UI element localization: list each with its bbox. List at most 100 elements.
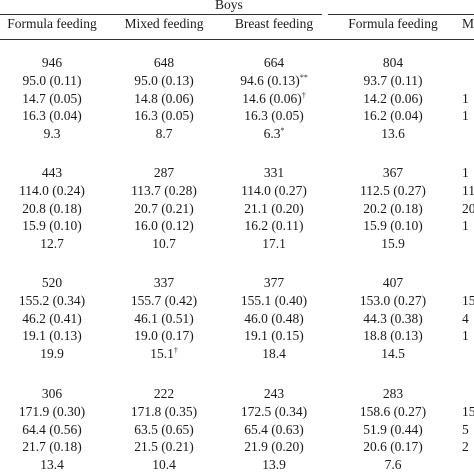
table-cell: 21.7 (0.18) <box>0 439 112 455</box>
table-cell: 337 <box>104 275 224 291</box>
cell-value: 283 <box>382 386 404 401</box>
table-cell: 18.4 <box>214 346 334 362</box>
cell-value: 14.8 (0.06) <box>134 90 194 106</box>
cell-value: 44.3 (0.38) <box>363 310 423 326</box>
column-header-4: Mi <box>462 16 474 31</box>
table-cell: 287 <box>104 165 224 181</box>
cell-value: 804 <box>382 55 404 70</box>
table-cell: 19.1 (0.13) <box>0 328 112 344</box>
table-cell: 20.8 (0.18) <box>0 201 112 217</box>
cell-value: 8.7 <box>155 126 173 142</box>
table-cell: 21.1 (0.20) <box>214 201 334 217</box>
table-cell: 15.9 <box>333 236 453 252</box>
cell-value: 16.3 (0.05) <box>134 108 194 124</box>
cell-value: 15.9 <box>381 236 405 252</box>
table-cell: 9.3 <box>0 126 112 142</box>
table-cell: 283 <box>333 386 453 402</box>
cell-value: 20.6 (0.17) <box>363 439 423 455</box>
cell-value: 21.9 (0.20) <box>244 439 304 455</box>
table-cell: 1 <box>462 218 469 234</box>
cell-value: 1 <box>462 218 469 234</box>
cell-value: 4 <box>462 310 469 326</box>
table-cell: 7.6 <box>333 457 453 473</box>
significance-mark: † <box>173 346 178 356</box>
table-cell: 1 <box>462 91 469 107</box>
table-cell: 804 <box>333 55 453 71</box>
table-cell: 46.2 (0.41) <box>0 311 112 327</box>
cell-value: 12.7 <box>40 236 64 252</box>
table-cell: 44.3 (0.38) <box>333 311 453 327</box>
cell-value: 95.0 (0.11) <box>22 72 82 88</box>
cell-value: 46.2 (0.41) <box>22 310 82 326</box>
cell-value: 1 <box>462 90 469 106</box>
table-cell: 10.7 <box>104 236 224 252</box>
cell-value: 155.1 (0.40) <box>240 292 308 308</box>
table-cell: 1 <box>462 165 469 181</box>
table-cell: 664 <box>214 55 334 71</box>
table-cell: 20 <box>462 201 474 217</box>
table-cell: 46.0 (0.48) <box>214 311 334 327</box>
table-cell: 65.4 (0.63) <box>214 422 334 438</box>
cell-value: 95.0 (0.13) <box>134 72 194 88</box>
cell-value: 287 <box>153 165 175 180</box>
cell-value: 407 <box>382 275 404 290</box>
table-cell: 19.0 (0.17) <box>104 328 224 344</box>
cell-value: 63.5 (0.65) <box>134 421 194 437</box>
cell-value: 18.8 (0.13) <box>363 328 423 344</box>
cell-value: 1 <box>462 328 469 344</box>
cell-value: 14.7 (0.05) <box>22 90 82 106</box>
table-cell: 331 <box>214 165 334 181</box>
significance-mark: ** <box>299 72 308 82</box>
column-header-2: Breast feeding <box>234 16 314 31</box>
cell-value: 10.4 <box>152 457 176 473</box>
cell-value: 15.1 <box>150 346 174 362</box>
cell-value: 114.0 (0.24) <box>19 182 85 198</box>
table-cell: 112.5 (0.27) <box>333 183 453 199</box>
cell-value: 114.0 (0.27) <box>241 182 307 198</box>
group-header-boys: Boys <box>215 0 243 12</box>
table-cell: 16.0 (0.12) <box>104 218 224 234</box>
cell-value: 19.1 (0.15) <box>244 328 304 344</box>
cell-value: 21.7 (0.18) <box>22 439 82 455</box>
table-cell: 114.0 (0.27) <box>214 183 334 199</box>
cell-value: 94.6 (0.13) <box>240 72 300 88</box>
table-cell: 15 <box>462 293 474 309</box>
table-cell: 15.9 (0.10) <box>0 218 112 234</box>
cell-value: 13.6 <box>381 126 405 142</box>
table-cell: 14.2 (0.06) <box>333 91 453 107</box>
cell-value: 648 <box>153 55 175 70</box>
table-cell: 16.2 (0.11) <box>214 218 334 234</box>
table-cell: 13.4 <box>0 457 112 473</box>
cell-value: 243 <box>263 386 285 401</box>
cell-value: 21.1 (0.20) <box>244 200 304 216</box>
table-cell: 2 <box>462 439 469 455</box>
cell-value: 9.3 <box>43 126 61 142</box>
significance-mark: † <box>301 90 306 100</box>
cell-value: 171.9 (0.30) <box>18 403 86 419</box>
table-cell: 16.3 (0.05) <box>214 108 334 124</box>
table-cell: 51.9 (0.44) <box>333 422 453 438</box>
cell-value: 65.4 (0.63) <box>244 421 304 437</box>
cell-value: 15.9 (0.10) <box>22 218 82 234</box>
cell-value: 155.7 (0.42) <box>130 292 198 308</box>
cell-value: 1 <box>462 108 469 124</box>
cell-value: 16.3 (0.04) <box>22 108 82 124</box>
cell-value: 20.8 (0.18) <box>22 200 82 216</box>
table-cell: 21.9 (0.20) <box>214 439 334 455</box>
table-cell: 20.2 (0.18) <box>333 201 453 217</box>
header-rule-right <box>328 14 474 15</box>
table-cell: 95.0 (0.13) <box>104 73 224 89</box>
table-cell: 11 <box>462 183 474 199</box>
table-cell: 15.9 (0.10) <box>333 218 453 234</box>
cell-value: 15.9 (0.10) <box>363 218 423 234</box>
table-cell: 16.3 (0.05) <box>104 108 224 124</box>
cell-value: 171.8 (0.35) <box>130 403 198 419</box>
cell-value: 64.4 (0.56) <box>22 421 82 437</box>
cell-value: 16.2 (0.11) <box>244 218 304 234</box>
cell-value: 14.2 (0.06) <box>363 90 423 106</box>
cell-value: 14.5 <box>381 346 405 362</box>
cell-value: 93.7 (0.11) <box>363 72 423 88</box>
cell-value: 946 <box>41 55 63 70</box>
table-cell: 6.3* <box>214 126 334 142</box>
cell-value: 306 <box>41 386 63 401</box>
